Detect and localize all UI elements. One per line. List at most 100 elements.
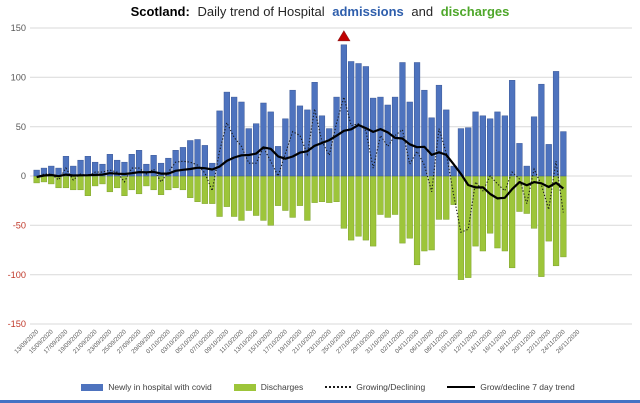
discharge-bar [48, 175, 55, 185]
admission-bar [143, 163, 150, 177]
admission-bar [443, 109, 450, 177]
admission-bar [362, 66, 369, 177]
admission-bar [274, 146, 282, 177]
y-tick-label: 100 [11, 73, 26, 83]
admission-bar [121, 161, 128, 177]
admission-bar [530, 116, 538, 177]
admission-bar [377, 96, 384, 177]
discharge-bar [143, 175, 150, 187]
discharge-bar [114, 175, 121, 189]
admission-bar [267, 111, 274, 177]
discharge-bar [187, 175, 194, 198]
discharge-bar [340, 175, 347, 229]
discharge-bar [326, 175, 333, 203]
discharge-bar [223, 175, 230, 207]
discharge-bar [245, 175, 252, 211]
chart-title: Scotland: Daily trend of Hospital admiss… [0, 4, 640, 19]
discharge-bar [450, 175, 457, 205]
discharge-bar [92, 175, 99, 187]
x-axis-labels: 13/09/202015/09/202017/09/202019/09/2020… [13, 328, 582, 355]
discharge-bar [165, 175, 172, 191]
legend: Newly in hospital with covid Discharges … [8, 378, 640, 396]
discharge-bar [282, 175, 289, 211]
admission-bar [326, 128, 333, 177]
legend-label-growing-declining: Growing/Declining [356, 382, 426, 392]
admission-bar [509, 80, 516, 177]
discharge-bar [487, 175, 494, 234]
admissions-bars [33, 44, 567, 177]
admission-bar [523, 165, 530, 177]
discharge-bar [457, 175, 465, 280]
y-axis-labels: 150 100 50 0 -50 -100 -150 [8, 23, 26, 329]
trend-line [36, 123, 564, 200]
admission-bar [150, 155, 157, 177]
legend-item-admissions: Newly in hospital with covid [81, 382, 212, 392]
discharge-bar [274, 175, 282, 206]
admission-bar [165, 157, 172, 177]
admission-bar [84, 156, 91, 177]
admission-bar [253, 123, 260, 177]
admission-bar [304, 109, 311, 177]
admission-bar [472, 111, 479, 177]
discharge-bar [311, 175, 318, 203]
admission-bar [465, 127, 472, 177]
admission-bar [311, 82, 318, 177]
admission-bar [128, 154, 135, 177]
admissions-swatch-icon [81, 383, 104, 391]
discharge-bar [238, 175, 245, 221]
title-prefix: Scotland: [130, 4, 190, 19]
admission-bar [479, 115, 486, 177]
discharge-bar [172, 175, 179, 189]
admission-bar [450, 165, 457, 177]
discharge-bar [391, 175, 399, 215]
discharge-bar [362, 175, 369, 241]
admission-bar [552, 71, 560, 177]
discharge-bar [128, 175, 135, 191]
admission-bar [62, 156, 70, 177]
footer-strip [0, 400, 640, 403]
discharge-bar [377, 175, 384, 215]
dotted-line-swatch-icon [325, 386, 352, 388]
admission-bar [187, 140, 194, 177]
y-tick-label: -100 [8, 270, 26, 280]
discharge-bar [406, 175, 413, 239]
admission-bar [260, 102, 267, 177]
admission-bar [216, 110, 223, 177]
discharge-bar [106, 175, 113, 193]
discharge-bar [501, 175, 508, 252]
admission-bar [282, 118, 289, 177]
admission-bar [516, 143, 523, 177]
discharge-bar [384, 175, 391, 218]
admission-bar [340, 44, 347, 177]
legend-label-trend: Grow/decline 7 day trend [480, 382, 575, 392]
admission-bar [545, 144, 552, 177]
admission-bar [538, 83, 545, 177]
admission-bar [399, 62, 406, 177]
discharge-bar [435, 175, 443, 220]
admission-bar [318, 115, 326, 177]
admission-bar [201, 145, 208, 177]
admission-bar [33, 169, 40, 177]
discharge-bar [260, 175, 267, 221]
admission-bar [172, 150, 179, 177]
discharge-bar [348, 175, 355, 241]
admission-bar [355, 63, 362, 177]
admission-bar [135, 150, 143, 177]
admission-bar [370, 97, 377, 177]
admission-bar [560, 131, 567, 177]
admission-bar [296, 105, 304, 177]
discharge-bar [552, 175, 560, 267]
admission-bar [487, 118, 494, 177]
admission-bar [413, 62, 421, 177]
discharge-bar [318, 175, 326, 202]
y-tick-label: 0 [21, 171, 26, 181]
peak-marker-icon [337, 30, 351, 42]
admission-bar [106, 154, 113, 177]
legend-item-discharges: Discharges [233, 382, 303, 392]
growing-declining-line [36, 94, 564, 233]
discharge-bar [443, 175, 450, 220]
y-tick-label: -50 [13, 221, 26, 231]
discharge-bar [231, 175, 238, 217]
y-tick-label: 150 [11, 23, 26, 33]
